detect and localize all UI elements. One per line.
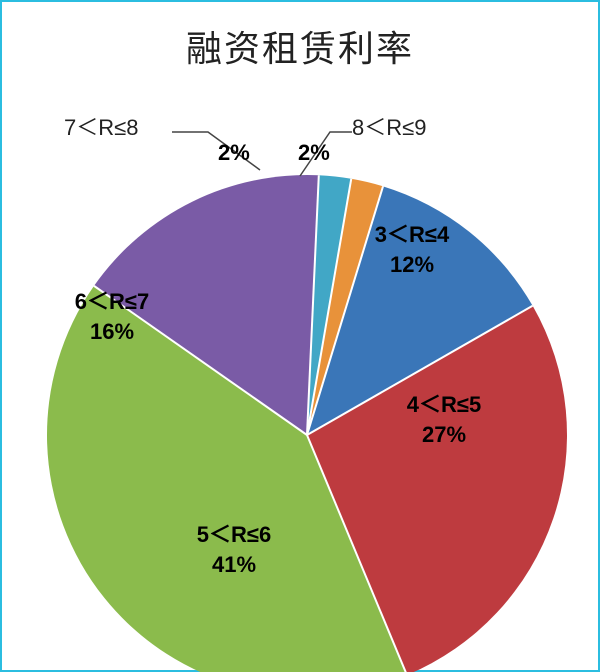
slice-pct-text: 12%: [375, 250, 449, 280]
callout-pct-s5: 2%: [218, 140, 250, 166]
callout-pct-s6: 2%: [298, 140, 330, 166]
slice-label-s1: 3＜R≤412%: [375, 220, 449, 279]
slice-label-s3: 5＜R≤641%: [197, 520, 271, 579]
slice-range-text: 3＜R≤4: [375, 220, 449, 250]
slice-pct-text: 41%: [197, 550, 271, 580]
slice-range-text: 4＜R≤5: [407, 390, 481, 420]
slice-label-s2: 4＜R≤527%: [407, 390, 481, 449]
slice-pct-text: 27%: [407, 420, 481, 450]
chart-frame: 融资租赁利率 3＜R≤412%4＜R≤527%5＜R≤641%6＜R≤716%7…: [0, 0, 600, 672]
slice-range-text: 5＜R≤6: [197, 520, 271, 550]
callout-label-s5: 7＜R≤8: [64, 110, 138, 142]
slice-label-s4: 6＜R≤716%: [75, 287, 149, 346]
slice-pct-text: 16%: [75, 317, 149, 347]
slice-range-text: 6＜R≤7: [75, 287, 149, 317]
callout-label-s6: 8＜R≤9: [352, 110, 426, 142]
